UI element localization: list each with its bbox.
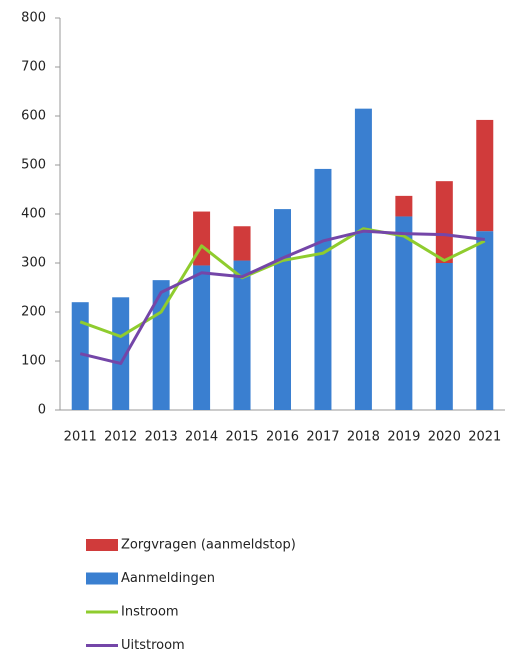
line [79,229,485,365]
bar [314,168,332,410]
bar [395,216,413,410]
legend-label: Instroom [121,605,179,620]
bar [476,119,494,232]
legend-swatch [86,572,118,585]
x-tick-label: 2016 [266,430,299,445]
y-tick-label: 200 [21,305,46,320]
bar [152,280,170,410]
legend-label: Aanmeldingen [121,571,215,586]
bar [193,265,211,410]
y-tick-label: 400 [21,207,46,222]
x-tick-label: 2021 [468,430,501,445]
line [79,227,486,338]
legend-label: Zorgvragen (aanmeldstop) [121,538,296,553]
x-tick-label: 2014 [185,430,218,445]
x-tick-label: 2011 [64,430,97,445]
x-tick-label: 2019 [387,430,420,445]
y-tick-label: 600 [21,109,46,124]
y-tick-label: 800 [21,11,46,26]
x-tick-label: 2015 [225,430,258,445]
bar [233,260,251,410]
legend-swatch [86,539,118,551]
bar [112,297,130,410]
bar [435,263,453,410]
bar [476,231,494,410]
bar [354,108,372,411]
y-tick-label: 500 [21,158,46,173]
x-tick-label: 2018 [347,430,380,445]
y-tick-label: 0 [38,403,46,418]
y-tick-label: 700 [21,60,46,75]
x-tick-label: 2020 [428,430,461,445]
bar [435,181,453,263]
y-tick-label: 300 [21,256,46,271]
x-tick-label: 2013 [145,430,178,445]
x-tick-label: 2017 [306,430,339,445]
legend-label: Uitstroom [121,638,185,653]
x-tick-label: 2012 [104,430,137,445]
bar [274,209,291,410]
bar [233,226,251,261]
y-tick-label: 100 [21,354,46,369]
bar [71,302,89,410]
bar [395,195,413,217]
